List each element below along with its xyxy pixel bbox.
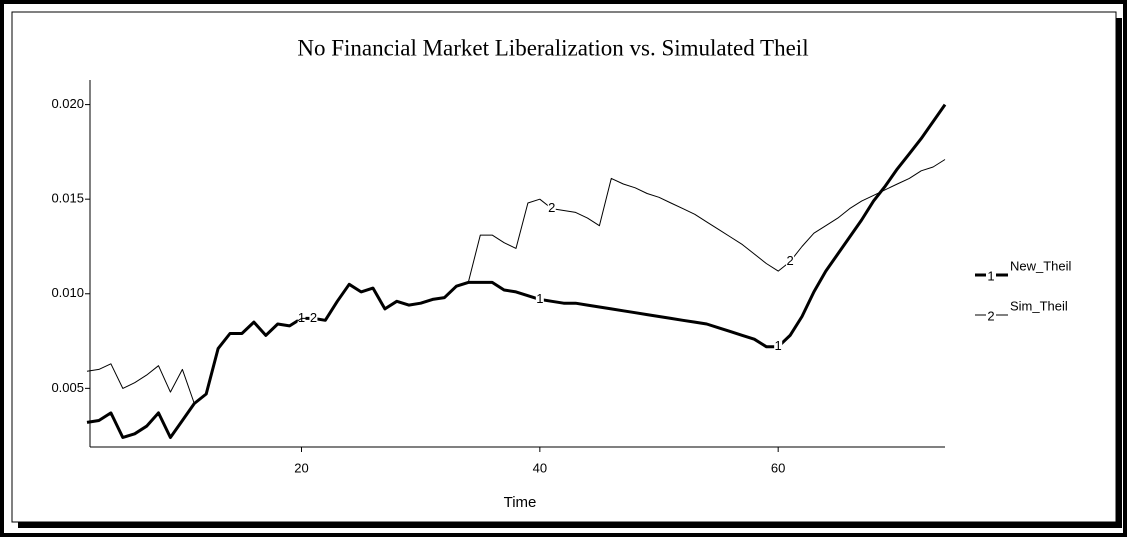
curve-marker: 1 (775, 338, 782, 353)
x-tick-label: 20 (294, 460, 308, 475)
y-tick-label: 0.005 (51, 380, 84, 395)
marker-bg (547, 201, 556, 216)
curve-marker: 2 (548, 200, 555, 215)
marker-bg (309, 311, 318, 326)
marker-bg (535, 292, 544, 307)
x-tick-label: 60 (771, 460, 785, 475)
y-tick-label: 0.010 (51, 285, 84, 300)
legend-marker: 2 (987, 308, 994, 323)
x-tick-label: 40 (533, 460, 547, 475)
x-axis-label: Time (504, 494, 537, 511)
chart-title: No Financial Market Liberalization vs. S… (297, 35, 808, 60)
curve-marker: 1 (536, 291, 543, 306)
curve-marker: 1 (298, 310, 305, 325)
legend-label: Sim_Theil (1010, 298, 1068, 313)
marker-bg (786, 254, 795, 269)
y-tick-label: 0.015 (51, 191, 84, 206)
series-line (86, 159, 946, 404)
curve-marker: 2 (310, 310, 317, 325)
panel (11, 11, 1117, 523)
legend-label: New_Theil (1010, 258, 1072, 273)
curve-marker: 2 (786, 253, 793, 268)
marker-bg (774, 339, 783, 354)
legend-marker: 1 (987, 268, 994, 283)
y-tick-label: 0.020 (51, 96, 84, 111)
